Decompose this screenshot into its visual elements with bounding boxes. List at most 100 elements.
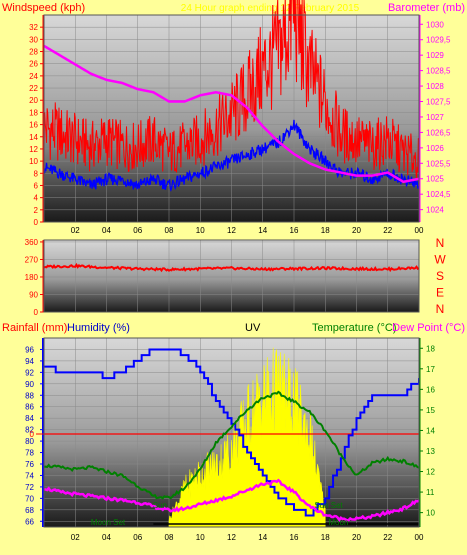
axis-layer: 0246810121416182022242628303210241024,51… <box>25 15 451 542</box>
wind-x-tick-label: 10 <box>196 226 205 235</box>
humidity-tick-label: 86 <box>25 403 34 412</box>
temperature-tick-label: 16 <box>426 385 435 394</box>
temperature-axis-title: Temperature (°C) <box>312 322 396 334</box>
direction-tick-label: 270 <box>25 255 39 264</box>
humidity-tick-label: 90 <box>25 380 34 389</box>
humidity-tick-label: 82 <box>25 426 34 435</box>
wind-x-tick-label: 06 <box>133 226 142 235</box>
barometer-tick-label: 1025 <box>426 175 444 184</box>
sunset-label: Sun Set <box>314 501 343 510</box>
climate-x-tick-label: 22 <box>383 533 392 542</box>
dewpoint-series-line <box>43 478 420 523</box>
wind-x-tick-label: 22 <box>383 226 392 235</box>
barometer-tick-label: 1024,5 <box>426 190 451 199</box>
wind-tick-label: 14 <box>29 133 38 142</box>
humidity-axis-title: Humidity (%) <box>67 322 130 334</box>
barometer-tick-label: 1027 <box>426 113 444 122</box>
direction-tick-label: 360 <box>25 238 39 247</box>
temperature-tick-label: 11 <box>426 488 435 497</box>
humidity-tick-label: 70 <box>25 494 34 503</box>
wind-x-tick-label: 20 <box>352 226 361 235</box>
humidity-tick-label: 76 <box>25 460 34 469</box>
wind-tick-label: 4 <box>34 194 39 203</box>
temperature-series-line <box>43 390 420 500</box>
humidity-tick-label: 72 <box>25 483 34 492</box>
windspeed-axis-title: Windspeed (kph) <box>2 2 85 14</box>
barometer-tick-label: 1024 <box>426 206 444 215</box>
climate-x-tick-label: 16 <box>290 533 299 542</box>
compass-label: N <box>436 302 445 316</box>
climate-panel-frame <box>43 337 420 528</box>
wind-tick-label: 10 <box>29 157 38 166</box>
gust-series-line <box>43 0 420 179</box>
wind-tick-label: 18 <box>29 108 38 117</box>
wind-tick-label: 2 <box>34 206 39 215</box>
wind-x-tick-label: 14 <box>258 226 267 235</box>
humidity-tick-label: 80 <box>25 437 34 446</box>
barometer-series-line <box>43 44 420 184</box>
barometer-tick-label: 1028,5 <box>426 67 451 76</box>
climate-x-tick-label: 04 <box>102 533 111 542</box>
compass-label: N <box>436 236 445 250</box>
direction-tick-label: 180 <box>25 273 39 282</box>
humidity-tick-label: 68 <box>25 506 34 515</box>
wind-tick-label: 20 <box>29 96 38 105</box>
wind-tick-label: 6 <box>34 181 39 190</box>
sunrise-label: Sun <box>153 501 167 510</box>
humidity-tick-label: 88 <box>25 391 34 400</box>
barometer-tick-label: 1025,5 <box>426 159 451 168</box>
wind-x-tick-label: 08 <box>165 226 174 235</box>
series-layer <box>43 0 420 525</box>
wind-tick-label: 26 <box>29 60 38 69</box>
wind-tick-label: 32 <box>29 23 38 32</box>
direction-panel-frame <box>43 239 420 313</box>
moonset-label: Moon Set <box>91 518 126 527</box>
humidity-tick-label: 92 <box>25 368 34 377</box>
barometer-tick-label: 1028 <box>426 82 444 91</box>
humidity-tick-label: 96 <box>25 345 34 354</box>
wind-x-tick-label: 18 <box>321 226 330 235</box>
direction-tick-label: 0 <box>34 308 39 317</box>
climate-x-tick-label: 18 <box>321 533 330 542</box>
temperature-tick-label: 12 <box>426 468 435 477</box>
humidity-tick-label: 78 <box>25 449 34 458</box>
wind-tick-label: 16 <box>29 121 38 130</box>
wind-tick-label: 0 <box>34 218 39 227</box>
climate-x-tick-label: 20 <box>352 533 361 542</box>
temperature-tick-label: 17 <box>426 365 435 374</box>
barometer-axis-title: Barometer (mb) <box>388 2 465 14</box>
climate-x-tick-label: 14 <box>258 533 267 542</box>
wind-tick-label: 22 <box>29 84 38 93</box>
climate-x-tick-label: 00 <box>415 533 424 542</box>
temperature-tick-label: 10 <box>426 509 435 518</box>
temperature-tick-label: 14 <box>426 426 435 435</box>
rainfall-tick-label: 0 <box>30 430 35 439</box>
wind-x-tick-label: 12 <box>227 226 236 235</box>
humidity-tick-label: 74 <box>25 471 34 480</box>
wind-x-tick-label: 16 <box>290 226 299 235</box>
climate-x-tick-label: 02 <box>71 533 80 542</box>
barometer-tick-label: 1026 <box>426 144 444 153</box>
compass-label: S <box>436 269 444 283</box>
wind-x-tick-label: 04 <box>102 226 111 235</box>
barometer-tick-label: 1029 <box>426 51 444 60</box>
wind-tick-label: 8 <box>34 169 39 178</box>
wind-tick-label: 12 <box>29 145 38 154</box>
temperature-tick-label: 13 <box>426 447 435 456</box>
compass-label: E <box>436 286 444 300</box>
wind-tick-label: 24 <box>29 72 38 81</box>
climate-x-tick-label: 10 <box>196 533 205 542</box>
wind-direction-series-line <box>43 262 420 273</box>
wind-x-tick-label: 00 <box>415 226 424 235</box>
climate-x-tick-label: 12 <box>227 533 236 542</box>
wind-x-tick-label: 02 <box>71 226 80 235</box>
climate-x-tick-label: 08 <box>165 533 174 542</box>
wind-tick-label: 30 <box>29 35 38 44</box>
rainfall-axis-title: Rainfall (mm) <box>2 322 67 334</box>
wind-tick-label: 28 <box>29 48 38 57</box>
barometer-tick-label: 1030 <box>426 20 444 29</box>
uv-axis-title: UV <box>245 322 261 334</box>
direction-tick-label: 90 <box>29 290 38 299</box>
humidity-tick-label: 94 <box>25 357 34 366</box>
